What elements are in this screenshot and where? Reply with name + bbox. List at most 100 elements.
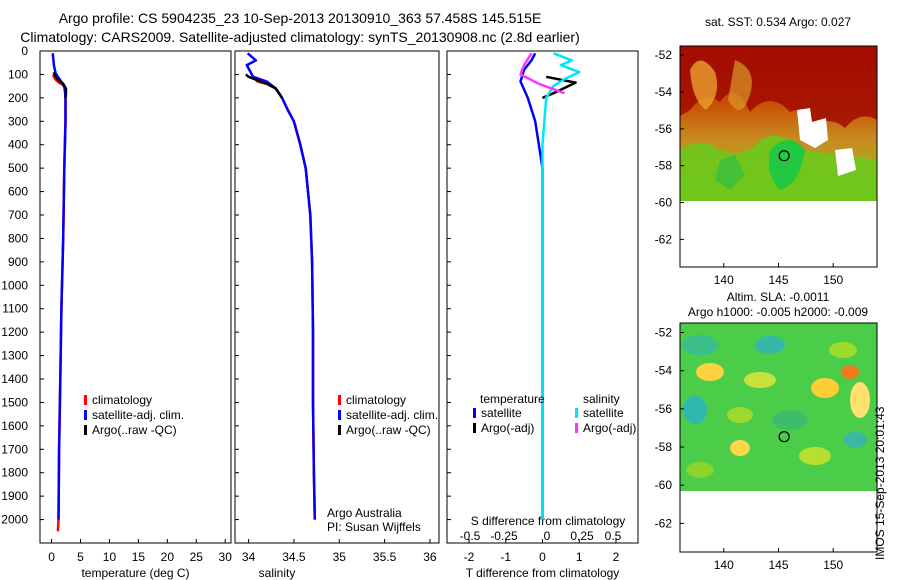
sla-map-lon-tick-label: 140: [714, 558, 734, 572]
sla-map-lon-tick-label: 145: [768, 558, 788, 572]
difference-temperature-legend-swatch: [473, 423, 476, 433]
salinity-legend-swatch: [338, 425, 341, 435]
sla-blob: [799, 447, 831, 465]
sla-nodata-band: [680, 491, 877, 552]
difference-temperature-legend-label: Argo(-adj): [481, 421, 534, 435]
salinity-series-line: [245, 52, 317, 520]
difference-salinity-legend-swatch: [575, 423, 578, 433]
sst-map-lat-tick-label: -54: [655, 85, 673, 99]
temperature-series-line: [51, 53, 67, 520]
salinity-annotation: Argo Australia: [327, 506, 402, 520]
sst-map-lat-tick-label: -52: [655, 48, 673, 62]
sla-map-lat-tick-label: -54: [655, 364, 673, 378]
sla-blob: [811, 378, 839, 398]
temperature-x-tick-label: 30: [219, 550, 233, 564]
sla-blob: [683, 396, 707, 424]
sla-blob: [755, 336, 785, 354]
depth-tick-label: 1800: [1, 466, 28, 480]
temperature-series-line: [52, 71, 68, 99]
difference-salinity-legend-swatch: [575, 408, 578, 418]
difference-series-line: [519, 52, 544, 520]
sla-map-lon-tick-label: 150: [823, 558, 843, 572]
sst-map-argo-marker: [778, 150, 790, 162]
sla-blob: [682, 335, 718, 355]
imos-timestamp: IMOS 15-Sep-2013 20:01:43: [873, 406, 887, 560]
difference-top-tick-label: -0.5: [460, 529, 481, 543]
sla-blob: [829, 342, 857, 358]
sst-map-lon-tick-label: 145: [768, 273, 788, 287]
salinity-x-tick-label: 36: [423, 550, 437, 564]
sst-map-lon-tick-label: 140: [714, 273, 734, 287]
sla-blob: [772, 410, 808, 430]
temperature-x-axis-label: temperature (deg C): [81, 566, 189, 580]
sst-map-lat-tick-label: -62: [655, 232, 673, 246]
temperature-legend-label: climatology: [92, 393, 152, 407]
depth-tick-label: 1000: [1, 278, 28, 292]
temperature-legend-swatch: [84, 425, 87, 435]
sst-map-lon-tick-label: 150: [823, 273, 843, 287]
depth-tick-label: 200: [8, 91, 28, 105]
salinity-series-line: [255, 79, 317, 520]
sla-blob: [686, 462, 714, 478]
sst-map: sat. SST: 0.534 Argo: 0.027: [679, 15, 878, 268]
sla-map-lat-tick-label: -58: [655, 440, 673, 454]
salinity-panel: 34 34.5 35 35.5 36 salinity climatologysatelli…: [242, 52, 438, 580]
difference-temperature-legend-swatch: [473, 408, 476, 418]
salinity-axes-frame: [234, 50, 440, 544]
temperature-legend-swatch: [84, 395, 87, 405]
temperature-x-tick-label: 15: [132, 550, 146, 564]
depth-tick-label: 700: [8, 208, 28, 222]
depth-tick-label: 1500: [1, 395, 28, 409]
depth-tick-label: 2000: [1, 513, 28, 527]
depth-tick-label: 800: [8, 231, 28, 245]
sst-cloud-gap: [797, 108, 828, 148]
temperature-legend-swatch: [84, 410, 87, 420]
sla-map-argo-marker: [778, 431, 790, 443]
sla-map-lat-tick-label: -60: [655, 478, 673, 492]
temperature-x-tick-label: 20: [161, 550, 175, 564]
sla-map-lat-tick-label: -56: [655, 402, 673, 416]
temperature-legend-label: Argo(..raw -QC): [92, 423, 177, 437]
sst-warm-filament-2: [728, 60, 752, 110]
difference-top-axis-label: S difference from climatology: [471, 514, 626, 528]
figure-title-line-1: Argo profile: CS 5904235_23 10-Sep-2013 …: [58, 10, 542, 26]
depth-tick-label: 1300: [1, 349, 28, 363]
difference-legend-header: salinity: [583, 392, 620, 406]
difference-top-tick-label: 0: [544, 529, 551, 543]
depth-tick-label: 0: [21, 44, 28, 58]
salinity-legend-label: satellite-adj. clim.: [346, 408, 438, 422]
salinity-x-tick-label: 34: [242, 550, 256, 564]
figure-title-line-2: Climatology: CARS2009. Satellite-adjuste…: [20, 29, 580, 45]
depth-tick-label: 300: [8, 114, 28, 128]
temperature-x-tick-label: 25: [190, 550, 204, 564]
salinity-x-tick-label: 35.5: [373, 550, 397, 564]
depth-tick-label: 500: [8, 161, 28, 175]
temperature-panel: 0 5 10 15 20 25 30 temperature (deg C) climatolo…: [48, 53, 232, 580]
difference-x-tick-label: 1: [576, 550, 583, 564]
difference-x-tick-label: -2: [464, 550, 475, 564]
temperature-axes-frame: [39, 50, 232, 544]
temperature-x-tick-label: 0: [48, 550, 55, 564]
sst-cold-patch: [768, 140, 805, 190]
sla-map-title: Altim. SLA: -0.0011: [727, 290, 830, 304]
difference-x-axis-label: T difference from climatology: [466, 566, 620, 580]
salinity-x-axis-label: salinity: [259, 566, 296, 580]
sst-warm-filament: [690, 60, 718, 110]
depth-tick-label: 1400: [1, 372, 28, 386]
sst-map-title: sat. SST: 0.534 Argo: 0.027: [705, 15, 851, 29]
salinity-legend-label: climatology: [346, 393, 406, 407]
difference-salinity-legend-label: Argo(-adj): [583, 421, 636, 435]
difference-top-tick-label: 0.5: [605, 529, 622, 543]
sst-map-lat-tick-label: -56: [655, 122, 673, 136]
salinity-legend-swatch: [338, 395, 341, 405]
sla-blob: [696, 363, 724, 381]
difference-series-line: [519, 52, 565, 95]
temperature-x-tick-label: 10: [103, 550, 117, 564]
sla-heatmap-texture: [682, 335, 870, 478]
sla-map-subtitle: Argo h1000: -0.005 h2000: -0.009: [688, 305, 868, 319]
depth-tick-label: 400: [8, 138, 28, 152]
difference-x-tick-label: -1: [500, 550, 511, 564]
difference-series-line: [541, 52, 581, 520]
depth-tick-label: 1600: [1, 419, 28, 433]
